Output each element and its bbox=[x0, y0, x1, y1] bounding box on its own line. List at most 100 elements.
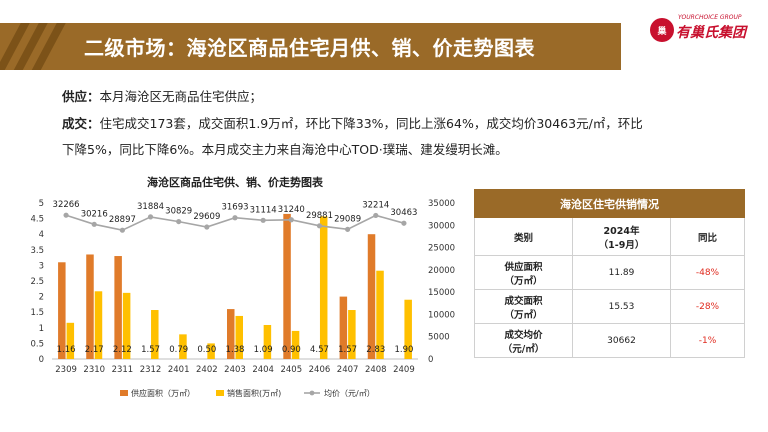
row-label: 成交均价 （元/㎡） bbox=[474, 323, 573, 358]
price-point bbox=[119, 227, 125, 233]
price-point bbox=[63, 212, 69, 218]
sales-bar bbox=[151, 310, 159, 359]
logo-mark-icon: 巢 bbox=[650, 18, 674, 42]
x-tick-label: 2309 bbox=[55, 365, 77, 375]
x-tick-label: 2409 bbox=[393, 365, 415, 375]
price-data-label: 31884 bbox=[137, 202, 164, 212]
supply-bar bbox=[227, 309, 235, 359]
sales-bar bbox=[376, 270, 384, 359]
row-value: 30662 bbox=[572, 323, 671, 358]
col-header-2024: 2024年 （1-9月） bbox=[572, 217, 671, 256]
price-point bbox=[260, 217, 266, 223]
x-tick-label: 2312 bbox=[140, 365, 162, 375]
price-point bbox=[316, 223, 323, 229]
price-data-label: 32214 bbox=[362, 200, 389, 210]
sales-data-label: 2.12 bbox=[113, 345, 132, 355]
supply-bar bbox=[339, 296, 348, 359]
x-tick-label: 2405 bbox=[280, 365, 302, 375]
row-value: 15.53 bbox=[572, 289, 671, 324]
sales-bar bbox=[263, 324, 272, 359]
price-point bbox=[401, 220, 407, 226]
supply-bar bbox=[114, 256, 122, 359]
table-title: 海沧区住宅供销情况 bbox=[474, 189, 745, 218]
supply-sales-table: 海沧区住宅供销情况 类别 2024年 （1-9月） 同比 供应面积 （万㎡） 1… bbox=[474, 189, 745, 358]
price-data-label: 30829 bbox=[165, 207, 192, 217]
y-right-tick-label: 0 bbox=[428, 355, 433, 365]
sales-data-label: 1.16 bbox=[57, 345, 76, 355]
deal-text-2: 下降5%，同比下降6%。本月成交主力来自海沧中心TOD·璞瑞、建发缦玥长滩。 bbox=[62, 142, 508, 157]
price-point bbox=[288, 217, 294, 223]
x-tick-label: 2408 bbox=[365, 365, 387, 375]
y-left-tick-label: 1.5 bbox=[30, 308, 44, 318]
row-yoy: -28% bbox=[670, 289, 745, 324]
sales-data-label: 2.17 bbox=[85, 345, 104, 355]
logo-chinese: 有巢氏集团 bbox=[676, 25, 746, 41]
supply-bar bbox=[58, 262, 66, 359]
y-left-tick-label: 0.5 bbox=[30, 339, 44, 349]
deal-label: 成交： bbox=[62, 116, 100, 131]
banner-stripes bbox=[0, 23, 74, 70]
supply-bar bbox=[367, 234, 376, 359]
sales-data-label: 1.09 bbox=[254, 345, 273, 355]
col-header-yoy: 同比 bbox=[670, 217, 745, 256]
sales-data-label: 2.83 bbox=[366, 345, 385, 355]
price-data-label: 29089 bbox=[334, 214, 361, 224]
price-data-label: 30216 bbox=[81, 209, 108, 219]
supply-bar bbox=[283, 213, 291, 359]
price-point bbox=[204, 224, 210, 230]
sales-bar bbox=[348, 310, 356, 359]
price-point bbox=[373, 212, 379, 219]
supply-label: 供应： bbox=[62, 89, 100, 104]
sales-data-label: 1.57 bbox=[141, 345, 160, 355]
price-data-label: 31693 bbox=[221, 203, 248, 213]
sales-bar bbox=[404, 299, 412, 359]
sales-bar bbox=[66, 322, 75, 359]
sales-bar bbox=[179, 334, 187, 359]
price-data-label: 31114 bbox=[250, 205, 277, 215]
x-tick-label: 2401 bbox=[168, 365, 190, 375]
price-data-label: 32266 bbox=[53, 200, 80, 210]
sales-data-label: 4.57 bbox=[310, 345, 329, 355]
deal-text-1: 住宅成交173套，成交面积1.9万㎡，环比下降33%，同比上涨64%，成交均价3… bbox=[99, 116, 643, 131]
sales-bar bbox=[122, 292, 131, 359]
supply-text: 本月海沧区无商品住宅供应； bbox=[99, 89, 263, 104]
y-left-tick-label: 5 bbox=[39, 199, 44, 209]
legend-label-price: 均价（元/㎡） bbox=[324, 388, 375, 398]
chart-title: 海沧区商品住宅供、销、价走势图表 bbox=[147, 175, 324, 189]
supply-line: 供应：本月海沧区无商品住宅供应； bbox=[62, 86, 262, 105]
row-label: 供应面积 （万㎡） bbox=[474, 255, 573, 290]
legend-label-sales: 销售面积(万㎡) bbox=[227, 388, 281, 398]
x-tick-label: 2404 bbox=[252, 365, 274, 375]
sales-bar bbox=[94, 291, 103, 359]
y-left-tick-label: 1 bbox=[39, 324, 44, 334]
y-right-tick-label: 20000 bbox=[428, 266, 455, 276]
supply-bar bbox=[86, 254, 94, 359]
logo-english: YOURCHOICE GROUP bbox=[678, 14, 742, 21]
y-left-tick-label: 3.5 bbox=[30, 246, 44, 256]
price-data-label: 31240 bbox=[278, 205, 305, 215]
y-left-tick-label: 0 bbox=[39, 355, 44, 365]
x-tick-label: 2403 bbox=[224, 365, 246, 375]
row-yoy: -1% bbox=[670, 323, 745, 358]
price-point bbox=[91, 221, 97, 227]
x-tick-label: 2407 bbox=[337, 365, 359, 375]
row-yoy: -48% bbox=[670, 255, 745, 290]
y-left-tick-label: 4.5 bbox=[30, 215, 44, 225]
sales-data-label: 0.50 bbox=[197, 345, 216, 355]
row-value: 11.89 bbox=[572, 255, 671, 290]
y-right-tick-label: 30000 bbox=[428, 221, 455, 231]
row-label: 成交面积 （万㎡） bbox=[474, 289, 573, 324]
price-data-label: 30463 bbox=[390, 208, 417, 218]
sales-data-label: 1.57 bbox=[338, 345, 357, 355]
y-right-tick-label: 35000 bbox=[428, 199, 455, 209]
deal-line-1: 成交：住宅成交173套，成交面积1.9万㎡，环比下降33%，同比上涨64%，成交… bbox=[62, 113, 643, 132]
x-tick-label: 2311 bbox=[112, 365, 134, 375]
sales-data-label: 1.38 bbox=[226, 345, 245, 355]
page-title: 二级市场：海沧区商品住宅月供、销、价走势图表 bbox=[84, 36, 535, 60]
y-right-tick-label: 15000 bbox=[428, 288, 455, 298]
y-right-tick-label: 5000 bbox=[428, 333, 450, 343]
deal-line-2: 下降5%，同比下降6%。本月成交主力来自海沧中心TOD·璞瑞、建发缦玥长滩。 bbox=[62, 139, 508, 158]
sales-bar bbox=[235, 315, 243, 359]
trend-chart: 海沧区商品住宅供、销、价走势图表 0 0.5 1 1.5 2 2.5 3 3.5 4 4.5 5 0 5… bbox=[30, 175, 455, 398]
legend-swatch-sales bbox=[216, 390, 224, 396]
